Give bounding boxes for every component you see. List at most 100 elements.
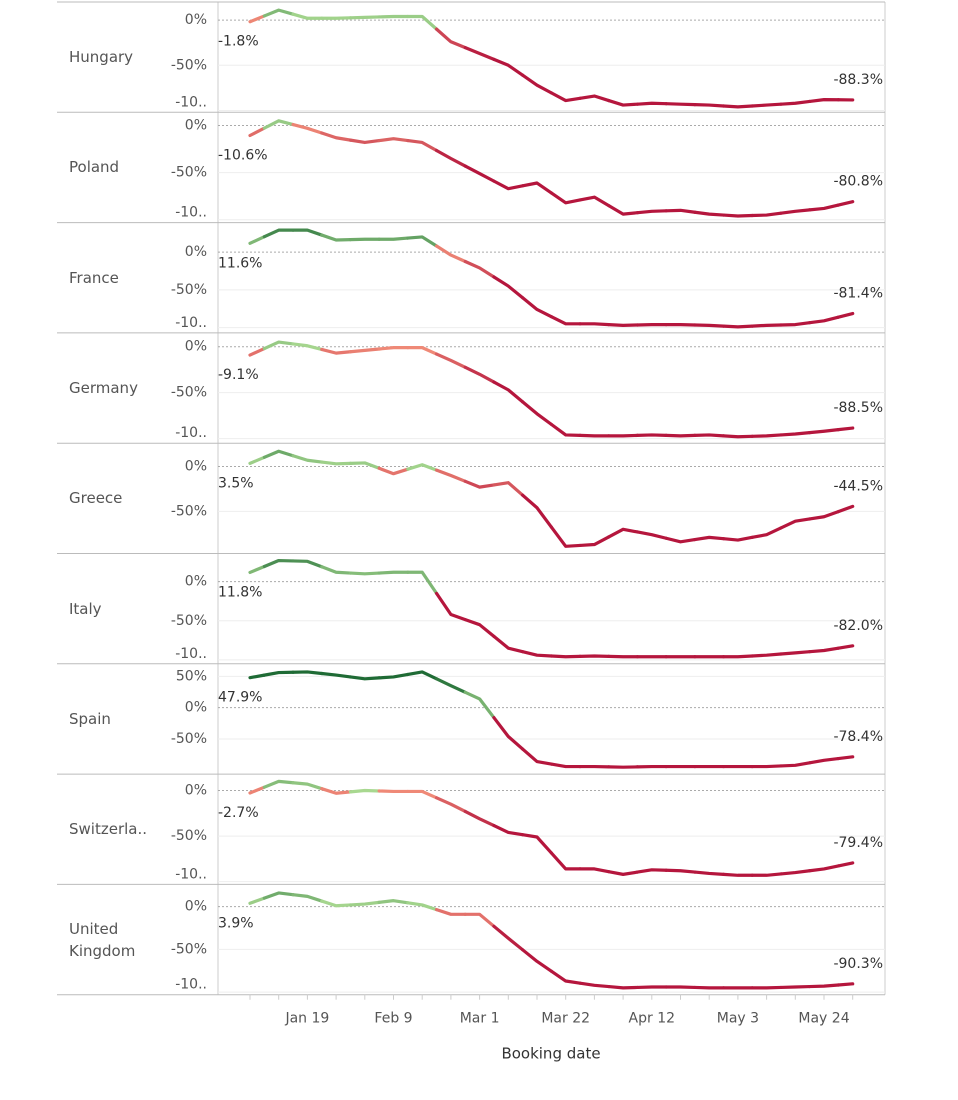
line-segment (463, 365, 496, 384)
line-segment (607, 984, 640, 990)
data-label: 3.9% (218, 915, 254, 931)
line-segment (836, 426, 855, 432)
line-segment (635, 101, 668, 106)
line-segment (750, 652, 783, 658)
line-segment (521, 73, 553, 95)
line-segment (262, 449, 295, 459)
line-segment (248, 235, 266, 245)
y-tick-label: 0% (185, 459, 207, 475)
line-segment (607, 98, 640, 107)
line-segment (248, 126, 266, 138)
line-segment (549, 762, 582, 769)
data-label: -9.1% (218, 367, 259, 383)
line-segment (808, 983, 840, 989)
line-segment (693, 433, 726, 438)
line-segment (492, 824, 525, 837)
y-tick-label: -50% (171, 57, 207, 73)
line-segment (320, 899, 353, 908)
line-segment (463, 912, 496, 928)
line-segment (808, 646, 840, 654)
line-segment (492, 481, 525, 497)
data-label: -1.8% (218, 34, 259, 50)
line-segment (320, 565, 353, 575)
line-segment (406, 901, 439, 912)
line-segment (549, 191, 582, 205)
line-segment (262, 558, 295, 569)
line-segment (248, 14, 266, 24)
line-segment (779, 99, 812, 106)
line-segment (248, 346, 266, 357)
line-segment (248, 896, 266, 905)
line-segment (406, 346, 439, 356)
line-segment (406, 235, 439, 248)
y-tick-label: 0% (185, 700, 207, 716)
line-segment (320, 347, 353, 355)
line-segment (434, 591, 467, 622)
line-segment (262, 228, 295, 239)
line-segment (248, 673, 266, 680)
line-segment (291, 12, 324, 20)
y-tick-label: 0% (185, 244, 207, 260)
x-axis-title: Booking date (501, 1045, 600, 1063)
y-tick-label: -10.. (175, 205, 207, 221)
line-segment (377, 466, 410, 476)
y-tick-label: -50% (171, 282, 207, 298)
line-segment (836, 861, 855, 868)
line-segment (406, 138, 439, 153)
line-segment (808, 98, 840, 104)
line-segment (779, 208, 812, 215)
line-segment (291, 670, 324, 676)
data-label: -88.3% (833, 72, 883, 88)
row-label: Switzerla.. (69, 820, 148, 839)
line-segment (693, 210, 726, 217)
line-segment (808, 203, 840, 212)
line-segment (549, 969, 582, 985)
line-segment (836, 200, 855, 207)
line-segment (291, 893, 324, 903)
line-segment (348, 347, 381, 354)
data-label: -2.7% (218, 805, 259, 821)
y-tick-label: -10.. (175, 866, 207, 882)
line-segment (291, 228, 324, 237)
line-segment (248, 455, 266, 465)
data-label: -80.8% (833, 174, 883, 190)
line-segment (836, 982, 855, 987)
line-segment (693, 323, 726, 328)
line-segment (348, 15, 381, 20)
line-segment (521, 948, 553, 973)
y-tick-label: -50% (171, 613, 207, 629)
line-segment (377, 570, 410, 575)
data-label: 11.6% (218, 255, 262, 271)
line-segment (578, 322, 611, 327)
line-segment (434, 908, 467, 916)
data-label: -88.5% (833, 400, 883, 416)
line-segment (721, 213, 754, 218)
line-segment (406, 14, 439, 31)
line-segment (377, 137, 410, 143)
line-segment (492, 924, 525, 952)
line-segment (521, 493, 553, 529)
x-tick-label: Mar 1 (460, 1011, 500, 1027)
line-segment (779, 431, 812, 437)
data-label: -90.3% (833, 956, 883, 972)
data-label: 11.8% (218, 584, 262, 600)
line-segment (750, 323, 783, 328)
line-segment (348, 788, 381, 794)
y-tick-label: 0% (185, 574, 207, 590)
line-segment (377, 346, 410, 351)
row-label: Poland (69, 158, 120, 177)
line-segment (750, 102, 783, 108)
line-segment (262, 8, 295, 18)
y-tick-label: -50% (171, 941, 207, 957)
line-segment (750, 211, 783, 218)
y-tick-label: -10.. (175, 977, 207, 993)
line-segment (434, 27, 467, 50)
y-tick-label: 0% (185, 339, 207, 355)
line-segment (262, 779, 295, 789)
line-segment (521, 400, 553, 426)
data-label: 47.9% (218, 690, 262, 706)
line-segment (492, 275, 525, 300)
line-segment (721, 324, 754, 329)
x-tick-label: May 24 (798, 1011, 849, 1027)
line-segment (406, 670, 439, 681)
